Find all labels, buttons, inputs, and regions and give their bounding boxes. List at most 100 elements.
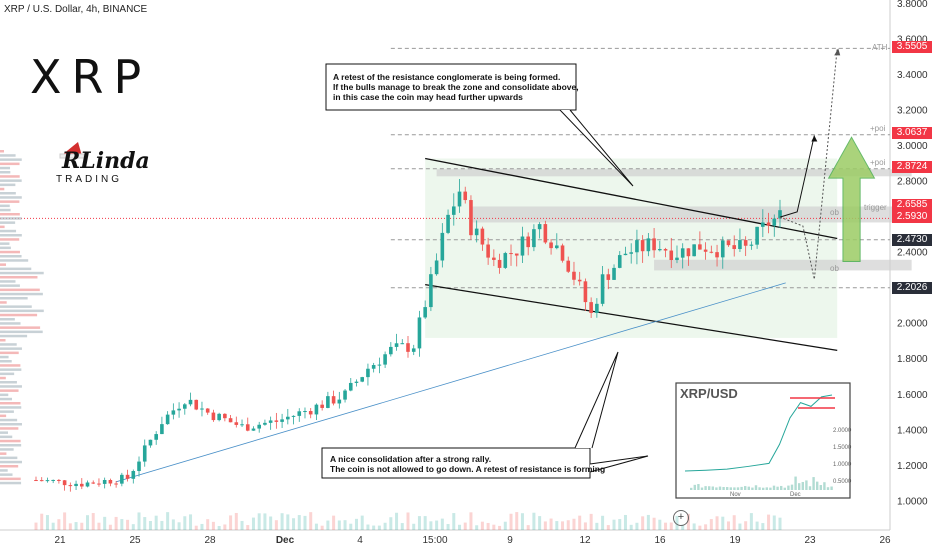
- y-tick-label: 3.0000: [897, 141, 928, 152]
- inset-volume-bar: [801, 481, 804, 490]
- inset-volume-bar: [772, 485, 776, 490]
- volume-profile-bar: [0, 267, 32, 271]
- x-tick-label: 25: [129, 535, 141, 546]
- volume-profile-bar: [0, 385, 22, 388]
- candle-body: [411, 348, 416, 352]
- volume-profile-bar: [0, 435, 13, 439]
- inset-volume-bar: [754, 485, 758, 490]
- inset-volume-bar: [823, 482, 826, 490]
- y-tick-label: 1.8000: [897, 354, 928, 365]
- trigger-label: trigger: [864, 203, 887, 212]
- volume-bar: [566, 520, 570, 530]
- volume-bar: [538, 516, 542, 530]
- volume-profile-bar: [0, 301, 7, 304]
- x-tick-label: 15:00: [422, 535, 447, 546]
- volume-profile-bar: [0, 452, 7, 455]
- volume-bar: [269, 516, 273, 530]
- volume-bar: [686, 513, 690, 530]
- santa-hat-icon: [62, 142, 82, 156]
- candle-body: [709, 251, 714, 253]
- candle-body: [457, 191, 462, 207]
- volume-profile-bar: [0, 322, 21, 325]
- inset-y-label: 1.5000: [833, 445, 852, 451]
- volume-bar: [498, 525, 502, 530]
- candle-body: [257, 424, 261, 429]
- candle-body: [268, 420, 273, 423]
- candle-body: [211, 412, 216, 421]
- volume-bar: [103, 516, 107, 530]
- inset-volume-bar: [826, 487, 830, 490]
- candle-body: [308, 411, 313, 415]
- volume-bar: [641, 516, 645, 530]
- candle-body: [400, 343, 405, 345]
- volume-bar: [148, 520, 152, 530]
- volume-profile-bar: [0, 305, 32, 308]
- candle-body: [354, 381, 359, 383]
- candle-body: [205, 408, 210, 413]
- volume-bar: [320, 525, 324, 530]
- candle-body: [79, 483, 84, 487]
- annotation-bottom-pointer: [574, 351, 619, 449]
- volume-profile-bar: [0, 431, 8, 434]
- volume-profile-bar: [0, 200, 20, 203]
- volume-bar: [297, 515, 301, 530]
- annotation-top: A retest of the resistance conglomerate …: [333, 72, 579, 102]
- volume-bar: [372, 525, 376, 530]
- volume-bar: [480, 521, 484, 530]
- candle-body: [97, 483, 101, 485]
- candle-body: [577, 279, 582, 282]
- volume-bar: [177, 522, 181, 530]
- volume-profile-bar: [0, 330, 43, 334]
- candle-body: [572, 271, 576, 280]
- volume-profile-bar: [0, 284, 20, 287]
- poi1-label: +poi: [870, 124, 886, 133]
- volume-profile-bar: [0, 393, 9, 397]
- retest-arrowhead: [834, 48, 841, 56]
- inset-x-label: Dec: [790, 492, 801, 498]
- volume-profile-bar: [0, 406, 22, 409]
- volume-bar: [108, 524, 112, 530]
- volume-bar: [189, 514, 193, 530]
- inset-volume-bar: [830, 486, 833, 490]
- level2-price-tag: 2.2026: [892, 282, 932, 294]
- y-tick-label: 3.8000: [897, 0, 928, 10]
- candle-body: [652, 238, 656, 251]
- volume-bar: [767, 514, 771, 530]
- y-tick-label: 3.6000: [897, 35, 928, 46]
- volume-profile-bar: [0, 225, 5, 229]
- candle-body: [331, 396, 336, 404]
- inset-volume-bar: [765, 487, 768, 490]
- volume-bar: [137, 512, 141, 530]
- candle-body: [337, 399, 342, 404]
- candle-body: [537, 224, 542, 230]
- volume-bar: [68, 523, 72, 530]
- candle-body: [142, 445, 147, 462]
- inset-volume-bar: [819, 485, 822, 490]
- candle-body: [280, 419, 284, 422]
- volume-profile-bar: [0, 456, 18, 460]
- linda-text: Linda: [80, 148, 150, 174]
- volume-profile-bar: [0, 414, 7, 418]
- candle-body: [200, 408, 204, 410]
- volume-profile-bar: [0, 288, 40, 292]
- volume-profile-bar: [0, 263, 7, 266]
- volume-bar: [452, 513, 456, 530]
- volume-bar: [360, 515, 364, 530]
- volume-profile-bar: [0, 217, 22, 220]
- volume-bar: [126, 519, 130, 530]
- volume-profile-bar: [0, 334, 28, 338]
- poi-zone: [436, 169, 912, 177]
- inset-volume-bar: [762, 487, 765, 490]
- volume-bar: [383, 522, 387, 530]
- y-tick-label: 1.6000: [897, 390, 928, 401]
- volume-bar: [280, 513, 284, 530]
- volume-profile-bar: [0, 255, 22, 258]
- volume-bar: [492, 524, 496, 530]
- volume-profile-bar: [0, 423, 22, 426]
- candle-body: [583, 281, 588, 303]
- volume-profile-bar: [0, 204, 10, 208]
- volume-bar: [606, 525, 610, 530]
- inset-volume-bar: [798, 483, 801, 490]
- add-icon[interactable]: +: [673, 510, 689, 526]
